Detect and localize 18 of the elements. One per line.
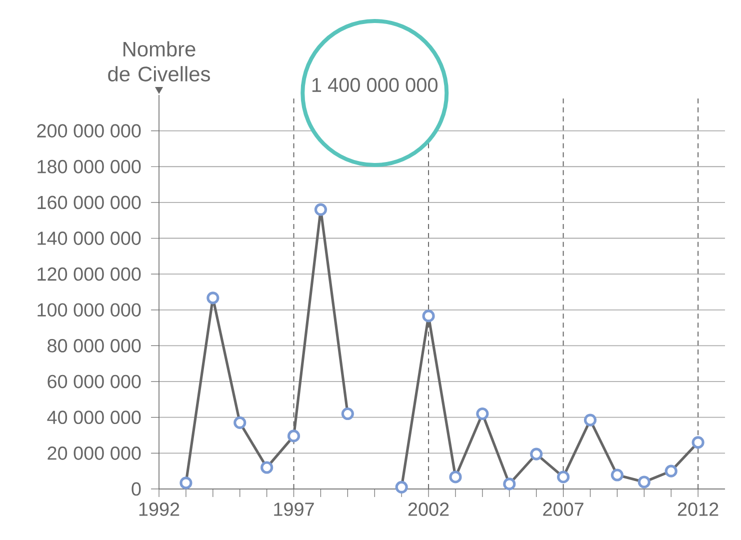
y-tick-label: 0: [132, 482, 141, 496]
y-tick-label: 60 000 000: [48, 374, 141, 388]
x-tick-label: 2012: [678, 502, 718, 516]
x-tick-label: 2007: [543, 502, 584, 516]
y-tick-label: 140 000 000: [38, 232, 141, 245]
y-tick-label: 200 000 000: [37, 124, 141, 138]
x-tick-label: 1992: [139, 502, 180, 516]
y-tick-label: 20 000 000: [48, 446, 141, 460]
x-tick-label: 1997: [274, 502, 314, 516]
y-tick-label: 80 000 000: [48, 339, 141, 352]
y-tick-label: 100 000 000: [38, 303, 141, 317]
x-tick-label: 2002: [408, 502, 449, 516]
y-tick-label: 120 000 000: [38, 267, 141, 281]
text: 1 400 000 000: [312, 78, 438, 92]
y-tick-label: 160 000 000: [38, 196, 141, 210]
y-axis-title: Nombre de Civelles: [108, 41, 210, 82]
y-tick-label: 180 000 000: [38, 160, 141, 174]
y-tick-label: 40 000 000: [47, 410, 141, 424]
